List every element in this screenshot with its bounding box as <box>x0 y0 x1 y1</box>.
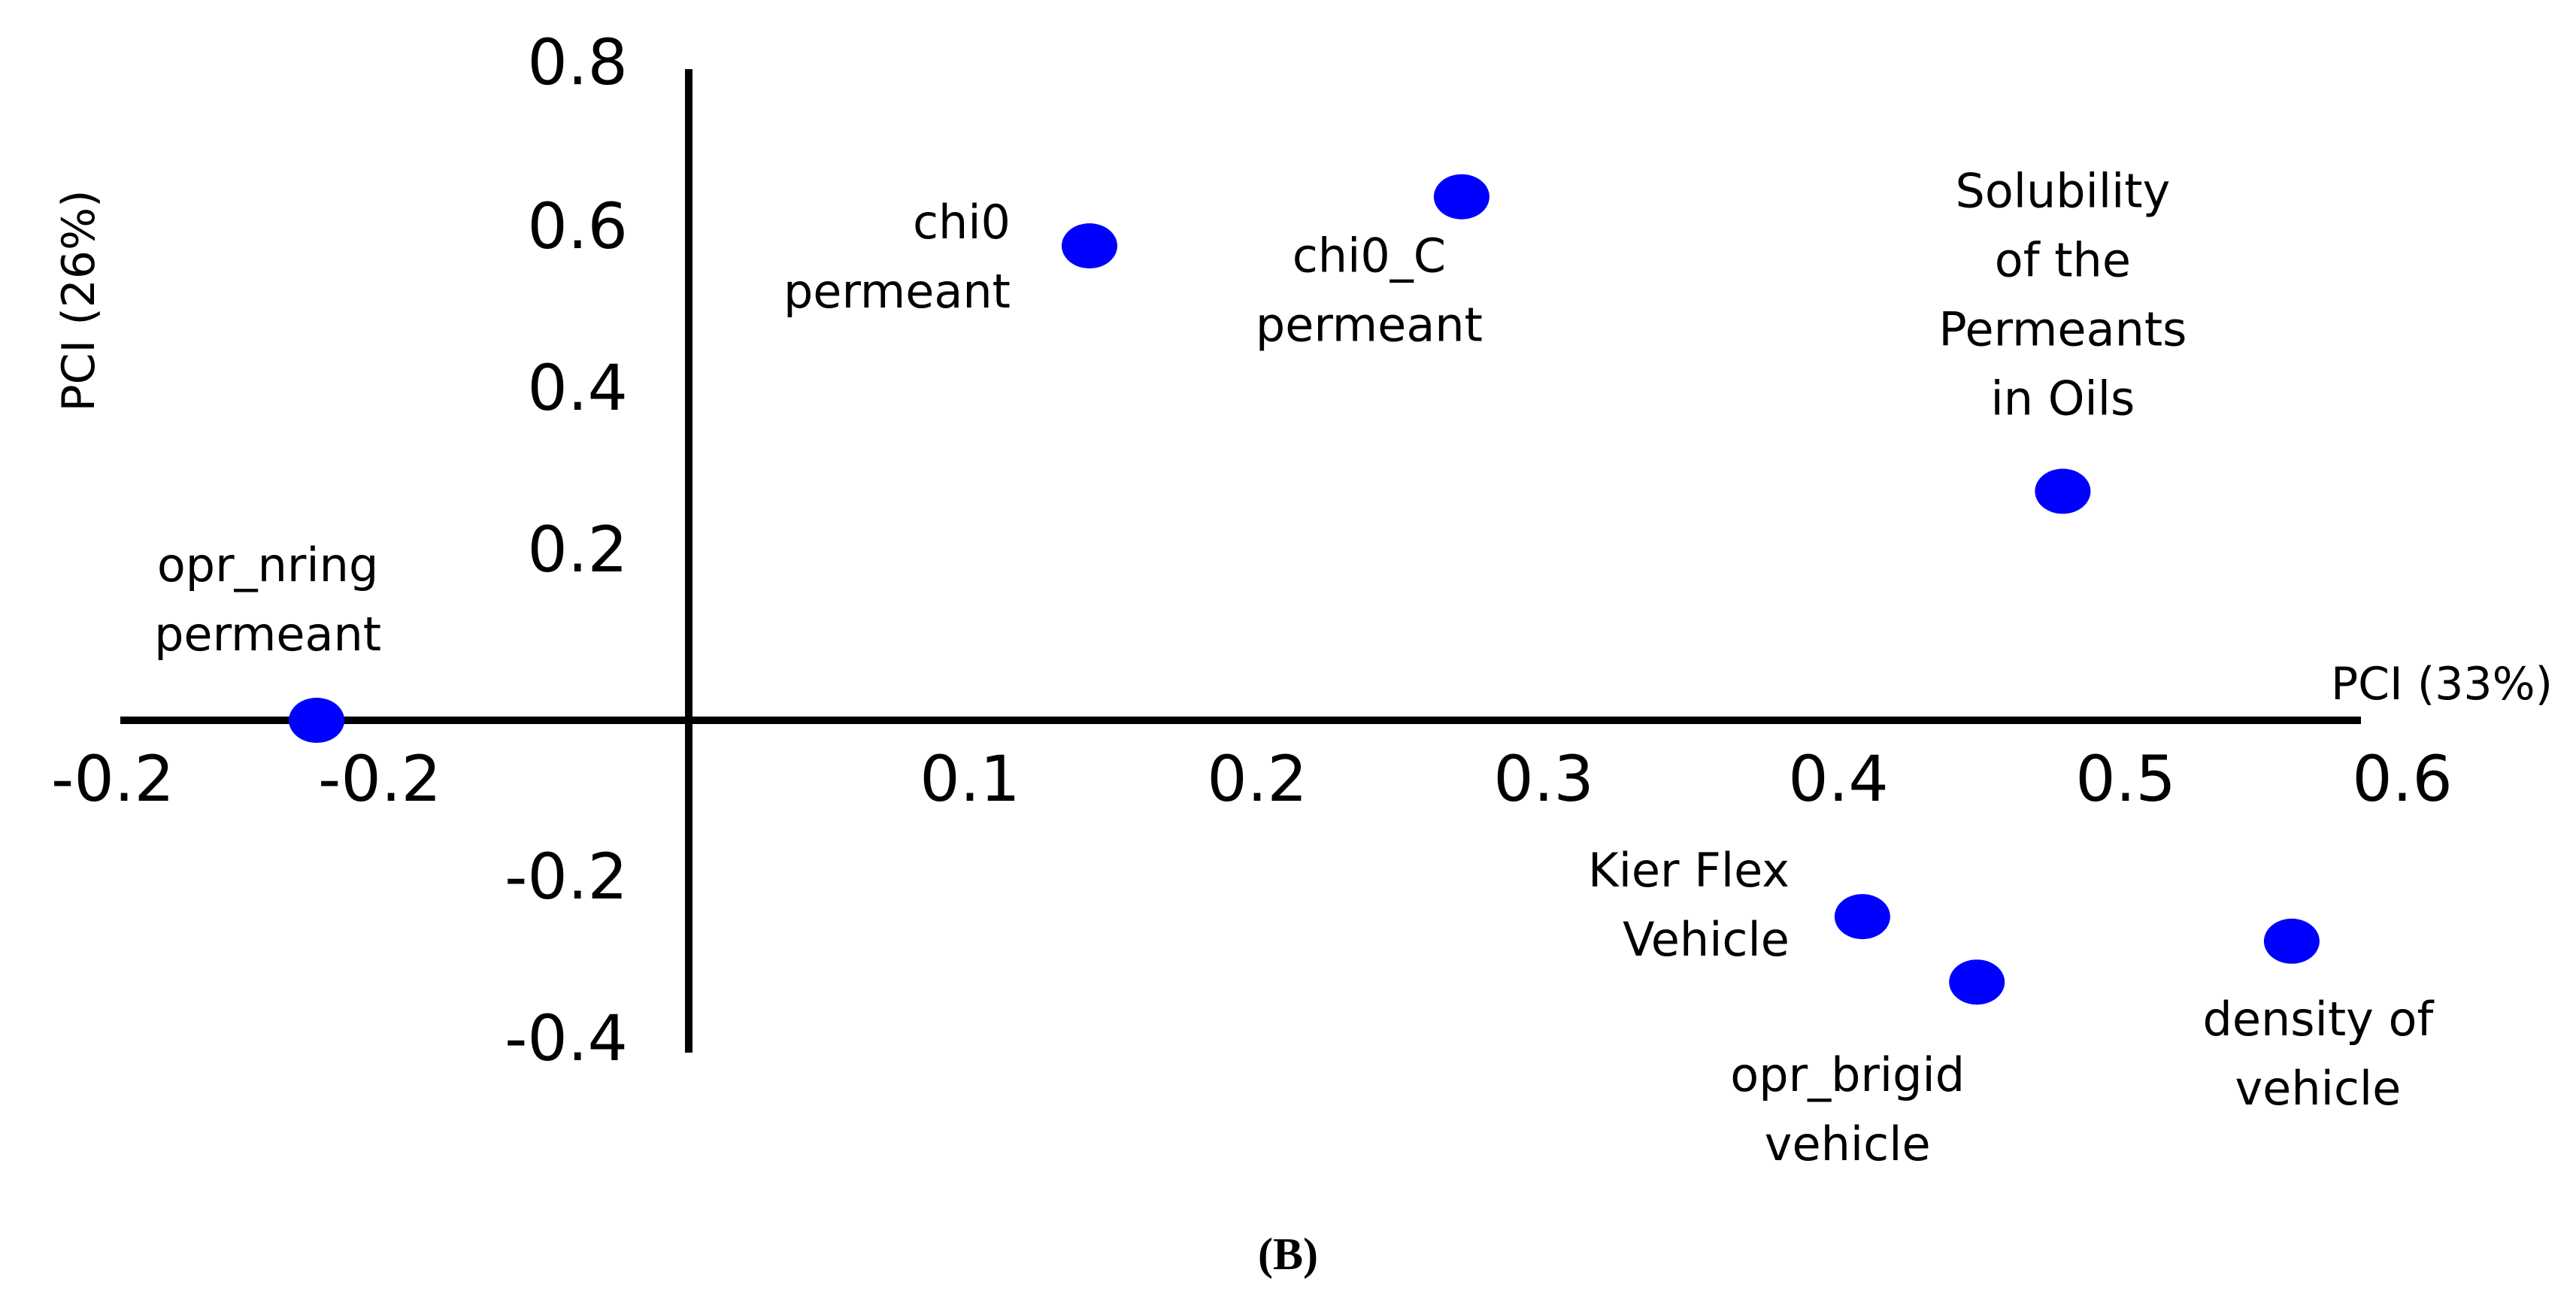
data-point-label: vehicle <box>1765 1117 1931 1171</box>
data-points: opr_nring permeant chi0 permeant chi0_Cperme… <box>154 163 2435 1171</box>
y-tick-label: 0.8 <box>527 26 628 99</box>
y-tick-label: -0.4 <box>505 1001 628 1075</box>
data-point-label: permeant <box>783 264 1011 319</box>
data-point-label: chi0_C <box>1293 229 1446 283</box>
x-tick-label: -0.2 <box>318 742 441 816</box>
panel-label: (B) <box>1258 1229 1318 1279</box>
data-point-label: permeant <box>154 607 381 662</box>
data-point-label: Solubility <box>1955 163 2170 218</box>
data-point-marker <box>2035 468 2091 514</box>
data-point-marker <box>1433 174 1490 220</box>
y-axis-title: PCI (26%) <box>53 189 105 411</box>
data-point-label: of the <box>1995 232 2131 287</box>
data-point-label: Kier Flex <box>1588 843 1790 898</box>
y-tick-label: 0.4 <box>527 351 628 425</box>
data-point-group: chi0 permeant <box>783 195 1117 319</box>
data-point-marker <box>289 698 345 743</box>
data-point-marker <box>2263 918 2320 964</box>
y-tick-label: -0.2 <box>505 840 628 914</box>
data-point-label: permeant <box>1256 298 1483 353</box>
x-tick-label: -0.2 <box>51 742 174 816</box>
data-point-group: opr_nring permeant <box>154 538 381 743</box>
data-point-label: chi0 <box>913 195 1011 250</box>
x-tick-label: 0.4 <box>1788 742 1889 816</box>
data-point-group: density of vehicle <box>2203 918 2435 1116</box>
data-point-marker <box>1062 223 1117 268</box>
x-tick-label: 0.2 <box>1207 742 1308 816</box>
data-point-label: density of <box>2203 992 2435 1047</box>
data-point-group: chi0_C permeant <box>1256 174 1490 353</box>
data-point-label: Permeants <box>1938 302 2187 356</box>
x-tick-labels: -0.2 -0.2 0.1 0.2 0.3 0.4 0.5 0.6 <box>51 742 2453 816</box>
data-point-group: Solubility of the Permeants in Oils <box>1938 163 2187 514</box>
x-tick-label: 0.6 <box>2352 742 2453 816</box>
y-tick-label: 0.2 <box>527 513 628 586</box>
data-point-marker <box>1949 959 2005 1005</box>
data-point-label: opr_nring <box>157 538 378 592</box>
data-point-label: in Oils <box>1991 371 2135 426</box>
data-point-marker <box>1834 894 1890 940</box>
y-tick-labels: 0.8 0.6 0.4 0.2 -0.2 -0.4 <box>505 26 628 1075</box>
x-axis-title: PCI (33%) <box>2331 658 2553 711</box>
data-point-label: vehicle <box>2235 1061 2401 1116</box>
data-point-group: Kier Flex Vehicle <box>1588 843 1890 967</box>
data-point-label: Vehicle <box>1623 912 1790 967</box>
x-tick-label: 0.5 <box>2075 742 2176 816</box>
x-tick-label: 0.1 <box>920 742 1020 816</box>
y-tick-label: 0.6 <box>527 189 628 263</box>
data-point-label: opr_brigid <box>1730 1047 1965 1102</box>
x-tick-label: 0.3 <box>1493 742 1594 816</box>
